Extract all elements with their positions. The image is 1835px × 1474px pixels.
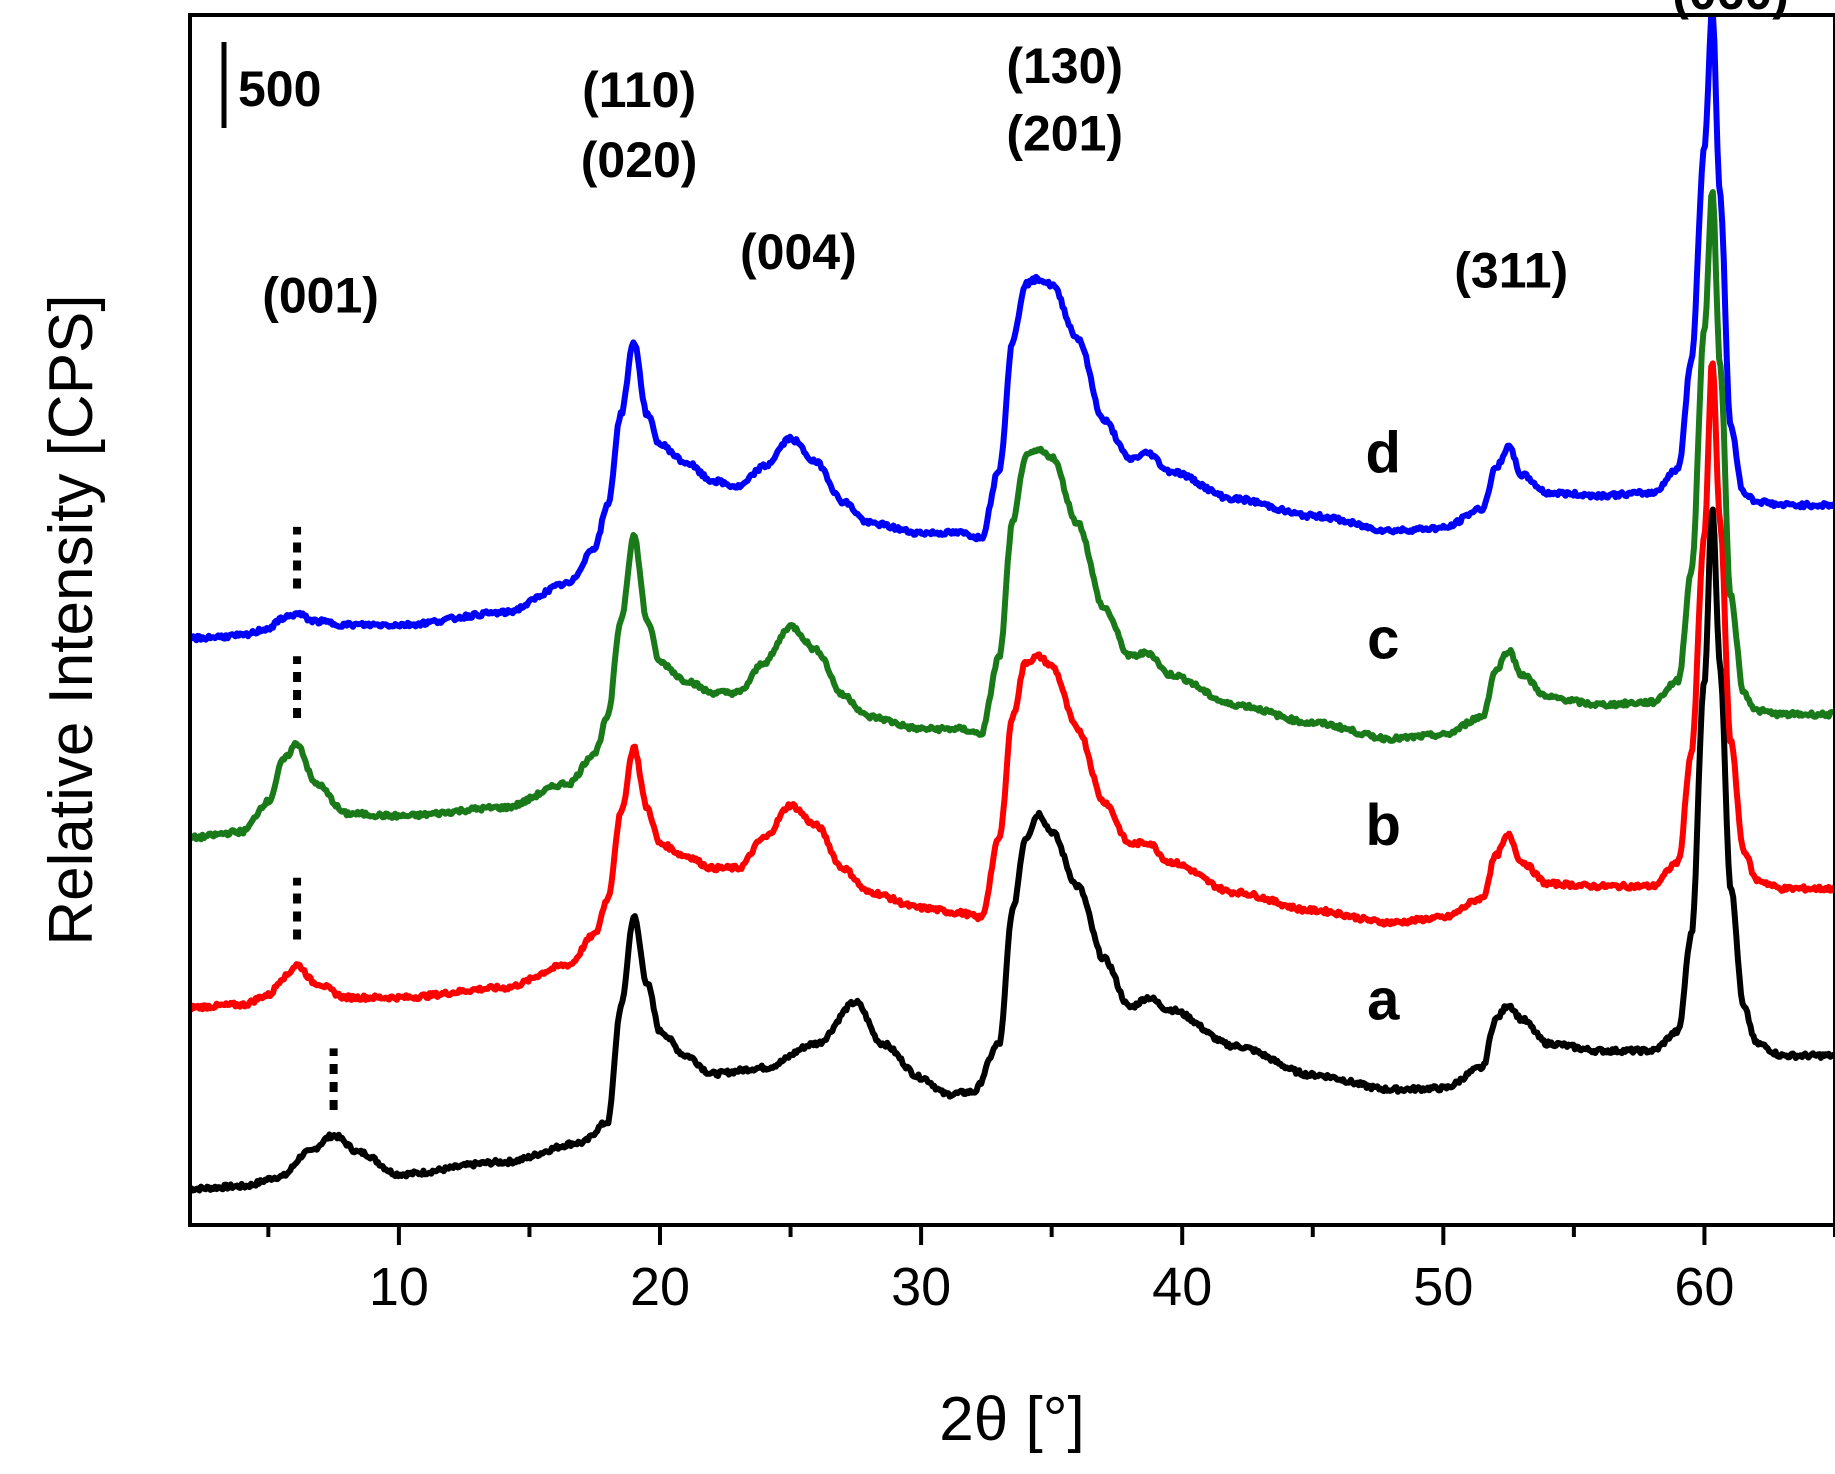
peak-label: (201): [1006, 106, 1123, 162]
x-tick-label: 40: [1152, 1257, 1212, 1317]
series-line-d: [190, 15, 1835, 644]
y-axis-title: Relative Intensity [CPS]: [37, 294, 106, 945]
series-label-b: b: [1366, 793, 1401, 858]
series-line-b: [190, 360, 1835, 1013]
series-line-c: [190, 189, 1835, 843]
peak-label: (001): [262, 268, 379, 324]
x-tick-label: 30: [891, 1257, 951, 1317]
peak-label: (311): [1454, 242, 1568, 298]
annotations: a b c d (001) (110) (020) (004) (130) (201) (311) (…: [262, 0, 1789, 1032]
series-line-a: [190, 506, 1835, 1194]
series-label-d: d: [1366, 420, 1401, 485]
series-label-c: c: [1367, 607, 1399, 672]
series-label-a: a: [1367, 967, 1400, 1032]
x-axis-title: 2θ [°]: [939, 1385, 1084, 1454]
x-tick-label: 20: [630, 1257, 690, 1317]
x-axis: 10 20 30 40 50 60: [266, 1225, 1835, 1317]
scale-bar: 500: [221, 42, 321, 128]
peak-label: (020): [581, 132, 698, 188]
scale-bar-label: 500: [238, 61, 321, 117]
x-tick-label: 10: [369, 1257, 429, 1317]
x-tick-label: 50: [1413, 1257, 1473, 1317]
peak-label: (004): [740, 224, 857, 280]
peak-label: (130): [1006, 38, 1123, 94]
series-layer: [190, 15, 1835, 1194]
peak-label: (060): [1672, 0, 1789, 20]
peak-label: (110): [582, 62, 696, 118]
x-tick-label: 60: [1674, 1257, 1734, 1317]
plot-frame: [188, 13, 1835, 1227]
